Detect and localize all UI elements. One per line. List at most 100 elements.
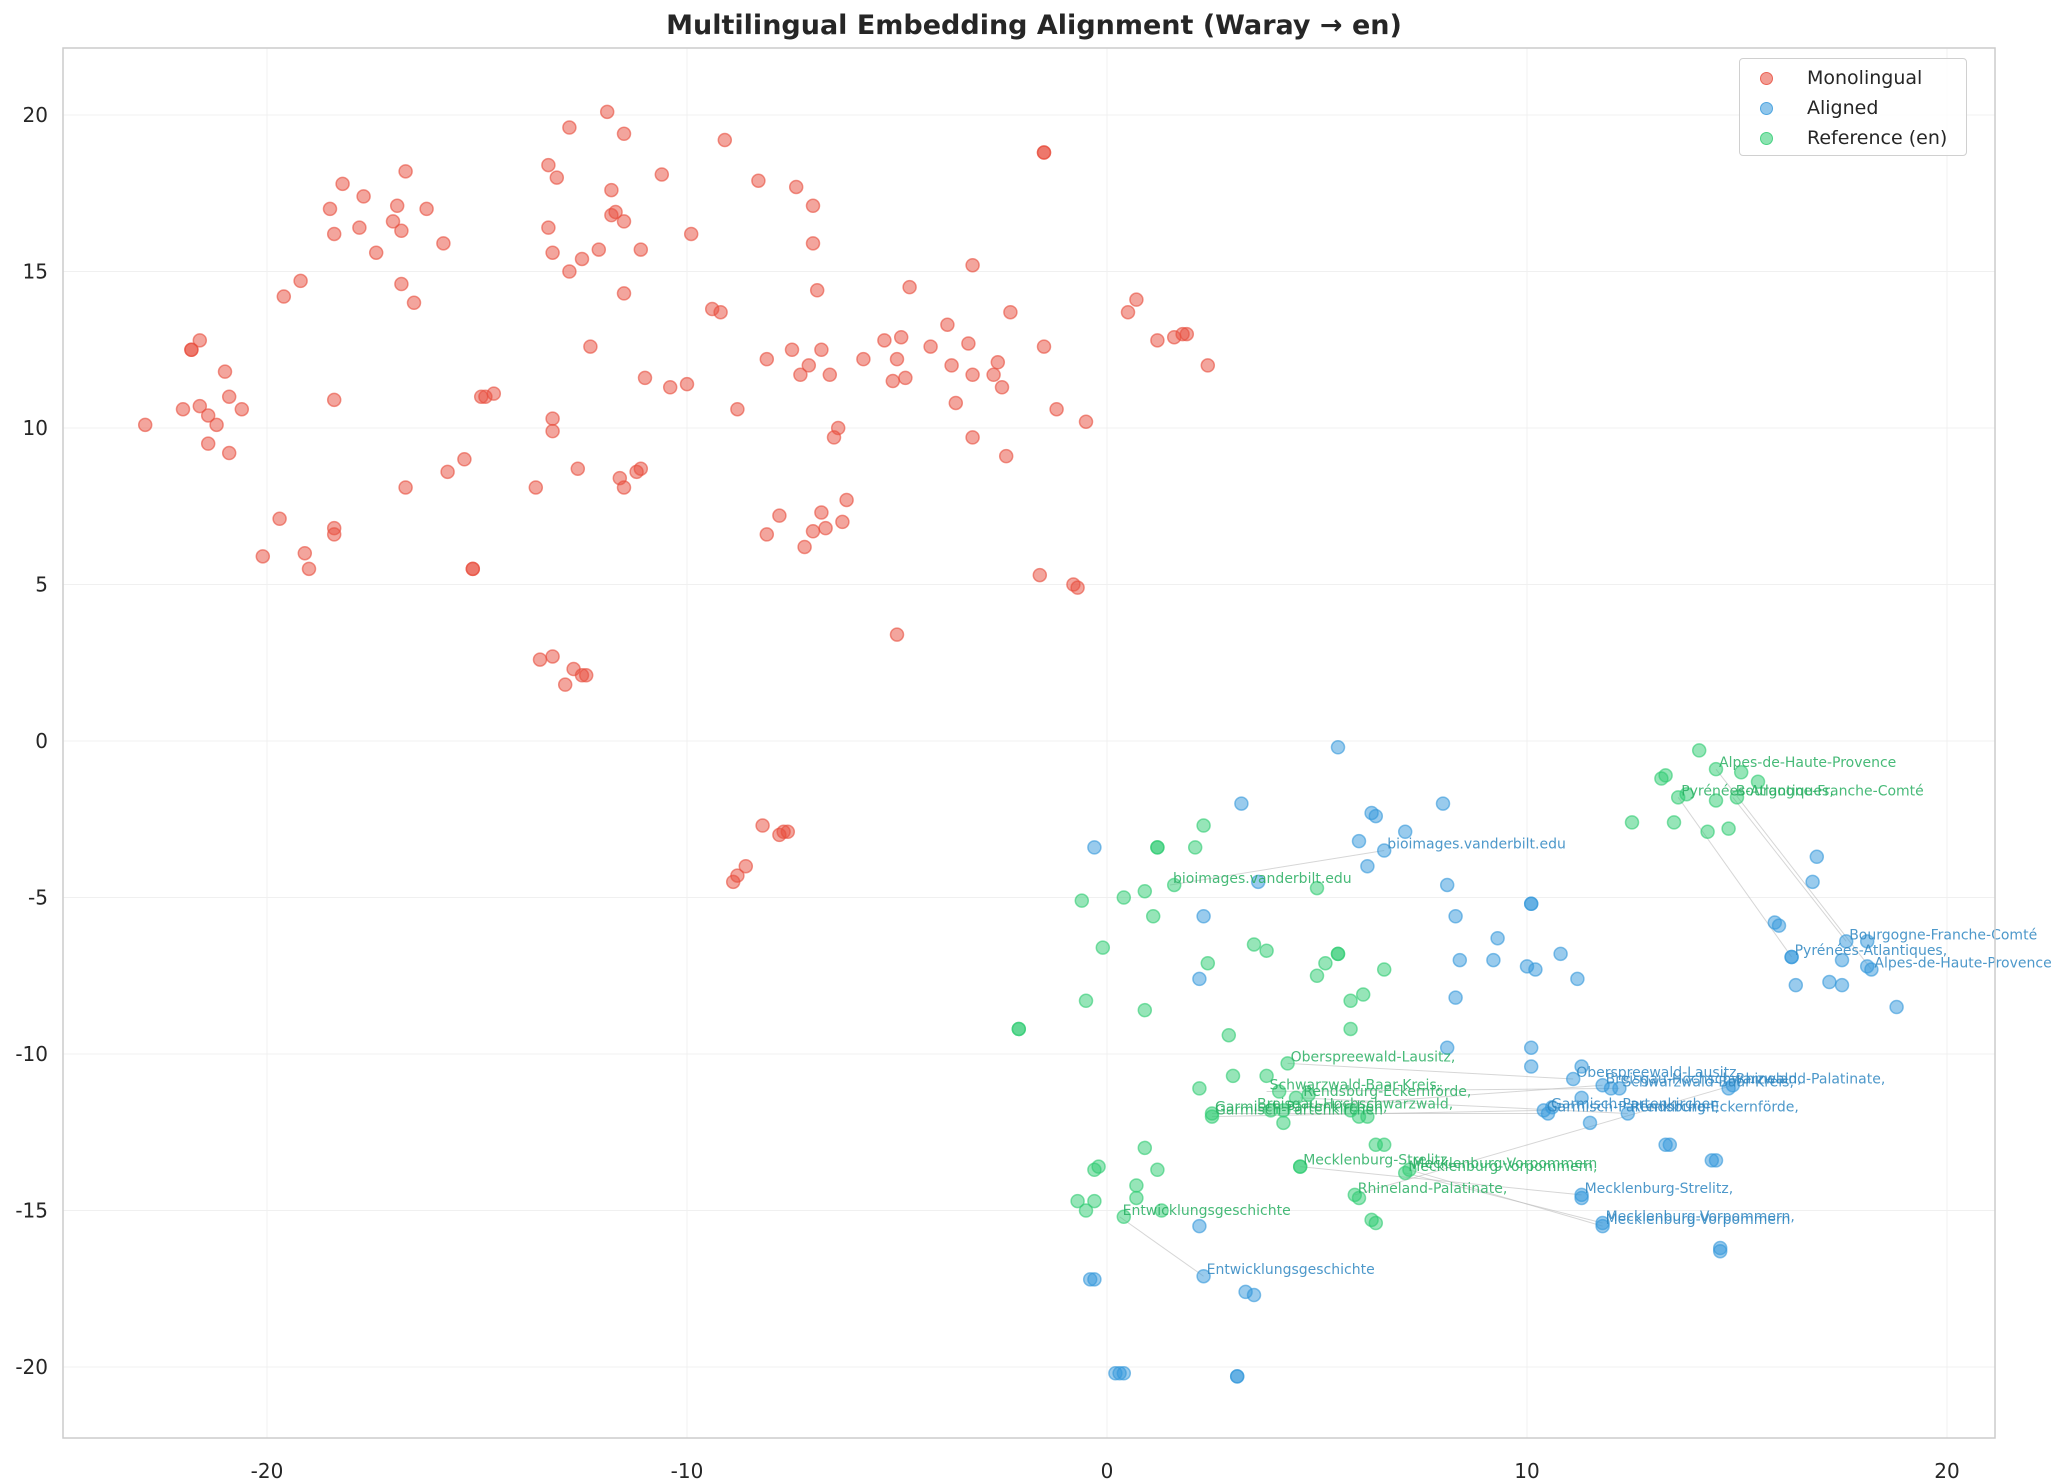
data-point (809, 283, 825, 298)
data-point (1049, 401, 1064, 417)
data-point (1301, 1087, 1316, 1102)
data-point (200, 436, 216, 451)
data-point (730, 401, 745, 417)
data-point (326, 392, 342, 408)
point-label: Mecklenburg-Vorpommern, (1606, 1209, 1795, 1225)
data-point (541, 220, 556, 235)
data-point (797, 539, 812, 555)
data-point (1595, 1215, 1610, 1231)
data-point (1187, 840, 1203, 855)
data-point (759, 351, 775, 367)
point-label: Breisgau-Hochschwarzwald, (1606, 1071, 1802, 1087)
grid-lines (63, 48, 1995, 1438)
data-point (1070, 580, 1085, 595)
data-point (394, 223, 409, 239)
data-point (1750, 774, 1766, 789)
data-point (599, 104, 615, 120)
data-point (578, 668, 594, 683)
y-tick-label: 10 (23, 416, 48, 440)
data-point (717, 132, 733, 148)
data-point (1368, 808, 1384, 824)
data-point (297, 545, 313, 561)
data-point (398, 164, 413, 179)
legend-item-monolingual: Monolingual (1740, 63, 1966, 93)
point-label: Pyrénées-Atlantiques, (1681, 783, 1834, 799)
data-point (1234, 796, 1249, 811)
data-point (465, 561, 481, 577)
data-point (1834, 977, 1850, 993)
data-point (1192, 971, 1207, 987)
data-point (1032, 567, 1048, 583)
data-point (1078, 414, 1094, 429)
data-point (1137, 1140, 1153, 1156)
data-point (1666, 815, 1682, 830)
data-point (965, 257, 980, 273)
data-point (1439, 1040, 1455, 1055)
data-point (822, 367, 838, 383)
data-point (1150, 1162, 1165, 1178)
data-point (1318, 955, 1333, 971)
y-tick-label: 20 (23, 103, 48, 127)
alignment-connector (1300, 1097, 1628, 1114)
point-label: Bourgogne-Franche-Comté (1736, 783, 1924, 799)
data-point (368, 245, 384, 260)
point-label: Schwarzwald-Baar-Kreis, (1622, 1074, 1794, 1090)
data-point (1679, 786, 1694, 802)
data-point (1116, 1209, 1132, 1225)
legend-label: Aligned (1807, 97, 1879, 119)
data-point (1343, 1021, 1358, 1037)
data-point (1129, 1178, 1144, 1193)
data-point (192, 333, 208, 348)
data-point (1150, 840, 1165, 855)
point-label: Schwarzwald-Baar-Kreis, (1270, 1078, 1442, 1094)
data-point (1574, 1090, 1589, 1106)
point-label: Rhineland-Palatinate, (1736, 1071, 1886, 1087)
data-point (541, 157, 556, 173)
data-point (1822, 974, 1837, 990)
data-point (805, 198, 821, 214)
data-point (326, 226, 342, 242)
data-point (326, 527, 342, 542)
data-point (1620, 1106, 1636, 1121)
data-point (562, 264, 577, 279)
data-point (1834, 952, 1850, 968)
data-point (570, 461, 586, 476)
data-point (1196, 818, 1211, 833)
data-point (961, 336, 976, 351)
data-point (1624, 815, 1640, 830)
point-label: Bourgogne-Franche-Comté (1849, 927, 2037, 943)
data-point (965, 430, 980, 445)
data-point (1087, 1272, 1102, 1287)
data-point (557, 677, 573, 692)
data-point (793, 367, 808, 383)
data-point (221, 445, 237, 461)
data-point (1784, 949, 1799, 965)
data-point (335, 176, 350, 192)
data-point (1691, 743, 1707, 758)
y-tick-label: -20 (15, 1355, 48, 1379)
data-point (1221, 1027, 1237, 1043)
point-annotations: bioimages.vanderbilt.edu bioimages.vander… (1123, 755, 2052, 1278)
data-point (1166, 877, 1182, 893)
data-point (562, 120, 577, 135)
data-point (1544, 1099, 1560, 1115)
data-point (814, 342, 829, 357)
point-label: Garmisch-Partenkirchen, (1215, 1099, 1387, 1115)
data-point (1276, 1115, 1291, 1131)
data-point (1225, 1068, 1241, 1084)
data-point (835, 514, 850, 530)
data-point (759, 527, 775, 542)
data-point (990, 355, 1006, 370)
data-point (1708, 761, 1724, 777)
data-point (1351, 833, 1367, 849)
data-point (637, 370, 653, 386)
data-point (1200, 358, 1216, 373)
point-label: Mecklenburg-Vorpommern (1412, 1156, 1597, 1172)
data-point (1259, 1068, 1274, 1084)
y-tick-label: 15 (23, 260, 48, 284)
data-point (1397, 824, 1413, 840)
legend-item-aligned: Aligned (1740, 93, 1966, 123)
data-point (1280, 1056, 1295, 1071)
point-label: Mecklenburg-Vorpommern, (1408, 1159, 1597, 1175)
data-point (221, 389, 237, 404)
